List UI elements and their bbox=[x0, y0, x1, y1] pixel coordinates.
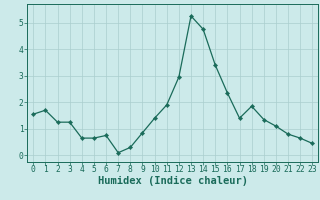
X-axis label: Humidex (Indice chaleur): Humidex (Indice chaleur) bbox=[98, 176, 248, 186]
